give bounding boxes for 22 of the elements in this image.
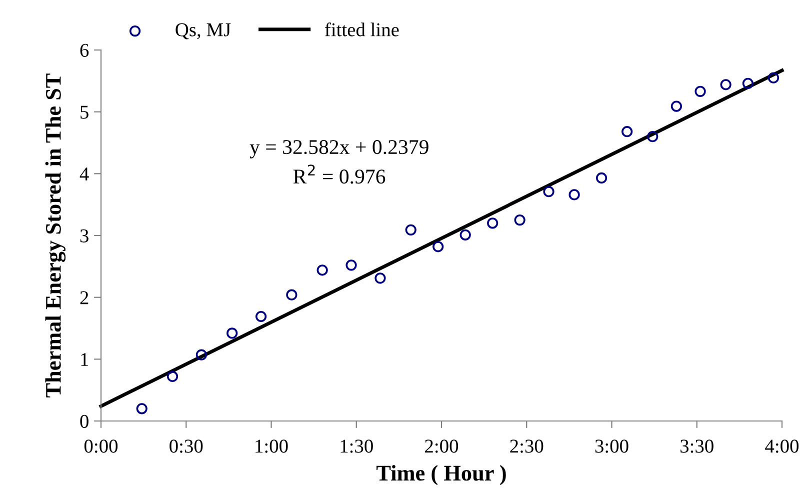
y-tick-label: 5: [80, 106, 88, 119]
y-tick-label: 3: [80, 229, 88, 242]
x-tick-label: 0:30: [170, 440, 203, 453]
x-tick-label: 3:30: [680, 440, 714, 453]
x-axis-title: Time ( Hour ): [376, 465, 506, 486]
y-axis-title: Thermal Energy Stored in The ST: [45, 74, 66, 398]
annotation: y = 32.582x + 0.2379: [250, 140, 428, 158]
y-tick-label: 2: [80, 291, 88, 304]
y-tick-label: 6: [80, 44, 89, 57]
x-tick-label: 4:00: [765, 440, 799, 453]
x-tick-label: 1:30: [340, 440, 373, 453]
x-tick-label: 1:00: [256, 440, 288, 453]
legend-label: fitted line: [325, 22, 399, 36]
y-tick-label: 4: [80, 168, 89, 180]
annotation: R$^{2}$ = 0.976: [293, 164, 386, 184]
y-tick-label: 0: [80, 414, 88, 428]
legend-label: Qs, MJ: [176, 23, 231, 40]
x-tick-label: 2:30: [510, 440, 544, 453]
x-tick-label: 2:00: [425, 440, 458, 453]
x-tick-label: 0:00: [84, 440, 118, 453]
y-tick-label: 1: [81, 353, 88, 366]
x-tick-label: 3:00: [595, 440, 628, 453]
